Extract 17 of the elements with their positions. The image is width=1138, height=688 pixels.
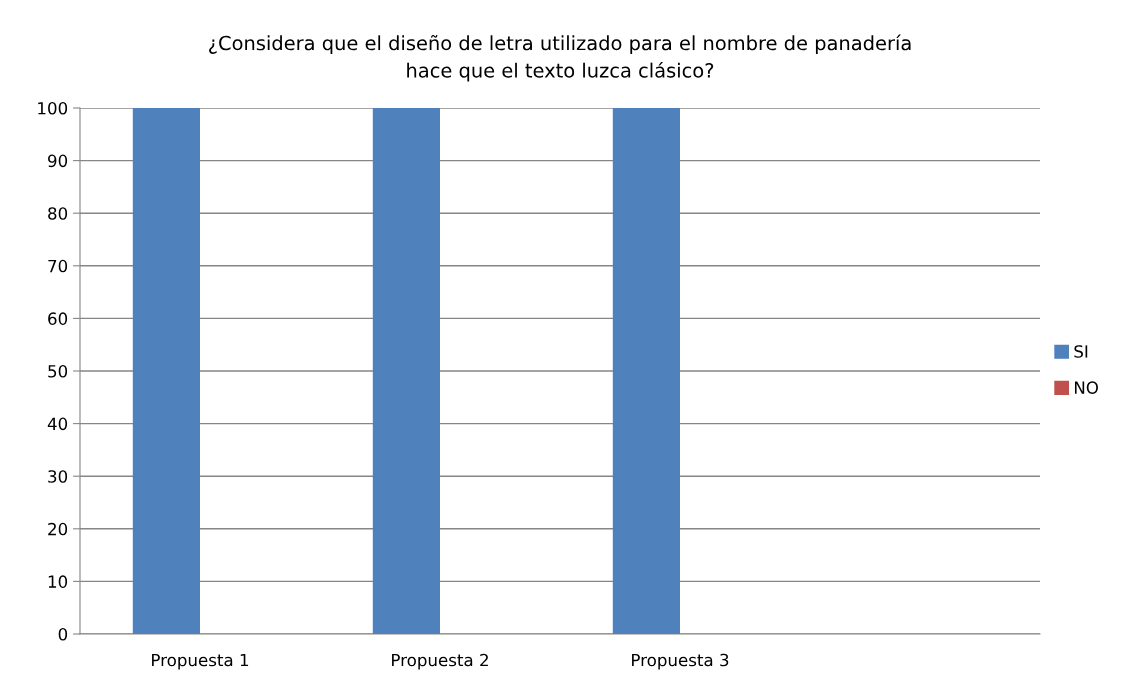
y-tick-label: 30 bbox=[48, 470, 68, 483]
y-tick-label: 100 bbox=[38, 101, 68, 115]
legend-label: NO bbox=[1074, 381, 1098, 394]
y-tick-label: 90 bbox=[48, 154, 68, 168]
y-tick-label: 10 bbox=[48, 575, 68, 588]
y-tick-label: 50 bbox=[48, 364, 68, 378]
x-tick-label: Propuesta 2 bbox=[392, 653, 488, 670]
y-tick-label: 0 bbox=[58, 627, 68, 641]
y-tick-label: 70 bbox=[48, 259, 68, 273]
x-tick-label: Propuesta 1 bbox=[152, 653, 249, 670]
y-tick-label: 60 bbox=[48, 312, 68, 325]
x-tick-label: Propuesta 3 bbox=[632, 653, 729, 670]
legend-label: SI bbox=[1074, 345, 1088, 358]
chart-title: ¿Considera que el diseño de letra utilizado para el nombre de panadería hace que el texto luzca clásico? bbox=[209, 34, 911, 82]
y-tick-label: 20 bbox=[48, 522, 68, 536]
y-tick-label: 40 bbox=[47, 417, 68, 431]
y-tick-label: 80 bbox=[48, 207, 68, 220]
